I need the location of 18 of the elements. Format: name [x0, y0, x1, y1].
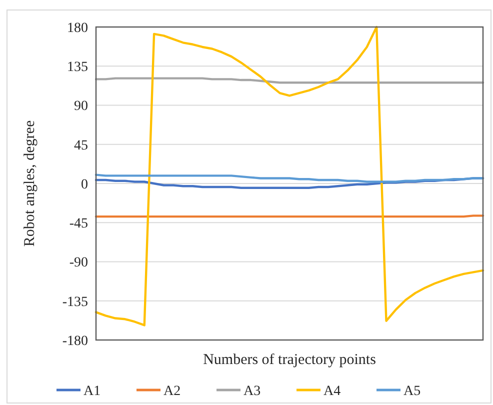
y-tick-label: -180 — [62, 334, 88, 349]
y-tick-label: 90 — [74, 99, 88, 114]
line-series — [94, 174, 484, 183]
y-tick-label: -45 — [69, 216, 88, 232]
legend-label: A2 — [164, 384, 181, 399]
legend-label: A3 — [244, 384, 261, 399]
line-series — [94, 26, 484, 326]
y-tick-label: 0 — [81, 177, 88, 192]
y-axis-title: Robot angles, degree — [22, 120, 38, 247]
y-tick-label: -90 — [69, 256, 88, 271]
legend-label: A4 — [324, 384, 341, 399]
x-axis-title: Numbers of trajectory points — [203, 352, 376, 368]
legend-label: A1 — [84, 384, 101, 399]
y-tick-label: 180 — [67, 20, 88, 36]
legend-label: A5 — [404, 384, 421, 399]
y-tick-label: -135 — [62, 294, 88, 310]
y-tick-label: 45 — [74, 138, 88, 154]
y-tick-label: 135 — [67, 60, 88, 76]
